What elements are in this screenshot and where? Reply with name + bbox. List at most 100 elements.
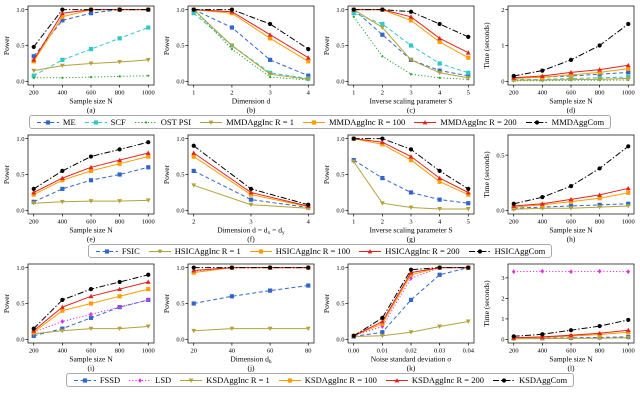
svg-text:80: 80	[305, 348, 312, 355]
svg-text:0.5: 0.5	[16, 301, 24, 308]
svg-text:800: 800	[115, 90, 125, 97]
series-mmdagginc-r-100	[31, 7, 151, 64]
svg-text:0.5: 0.5	[16, 172, 24, 179]
y-axis-label: Time (seconds)	[482, 22, 491, 69]
chart-row-2: 0.0 0.5 1.0 200 400 600 800 1000 Power Sample siz…	[0, 131, 640, 243]
series-ksdaggcom	[511, 317, 631, 339]
axes: 0 1 2 200 400 600 800 1000 Time (seconds) Sample …	[482, 5, 635, 114]
svg-text:200: 200	[509, 90, 519, 97]
series-hsicagginc-r-200	[351, 136, 471, 195]
legend-item-ksdagginc-r-1: KSDAggInc R = 1	[179, 375, 270, 385]
svg-text:200: 200	[29, 348, 39, 355]
series-ksdaggcom	[351, 265, 471, 338]
legend-box-3: FSSD LSD KSDAggInc R = 1 KSDAggInc R = 100 K…	[65, 373, 575, 387]
x-axis-label: Sample size N	[549, 226, 593, 235]
x-axis-label: Sample size N	[69, 355, 113, 364]
axes: 0.0 0.5 200 400 600 800 1000 Time (seconds) Samp…	[482, 134, 635, 244]
series-hsicagginc-r-100	[351, 136, 471, 197]
svg-text:1.0: 1.0	[16, 136, 24, 143]
series-mmdaggcom	[191, 7, 311, 52]
y-axis-label: Power	[162, 293, 171, 313]
svg-text:40: 40	[229, 348, 236, 355]
panel-e-chart: 0.0 0.5 1.0 200 400 600 800 1000 Power Sample siz…	[2, 134, 155, 243]
svg-text:5: 5	[467, 90, 470, 97]
svg-text:1.0: 1.0	[336, 265, 344, 272]
svg-text:600: 600	[86, 348, 96, 355]
series-ksdaggcom	[191, 265, 311, 270]
series-scf	[31, 25, 151, 78]
legend-label: MMDAggInc R = 200	[440, 117, 517, 127]
legend-item-lsd: LSD	[128, 375, 171, 385]
legend-label: HSICAggInc R = 200	[385, 246, 460, 256]
legend-line-sample-icon	[36, 119, 59, 125]
legend-item-me: ME	[36, 117, 76, 127]
legend-label: KSDAggCom	[518, 375, 568, 385]
svg-text:0.5: 0.5	[336, 301, 344, 308]
legend-line-sample-icon	[359, 248, 382, 253]
series-hsicagginc-r-1	[351, 159, 471, 212]
series-ksdagginc-r-1	[191, 326, 311, 334]
legend-label: OST PSI	[160, 117, 192, 127]
legend-label: SCF	[110, 117, 126, 127]
legend-item-mmdagginc-r-1: MMDAggInc R = 1	[199, 117, 294, 127]
legend-line-sample-icon	[492, 377, 515, 383]
svg-text:800: 800	[115, 219, 125, 226]
svg-text:0.5: 0.5	[176, 43, 184, 50]
series-hsicaggcom	[351, 136, 471, 191]
x-axis-label: Dimension d = dx = dy	[217, 226, 285, 237]
panel-caption: (h)	[567, 235, 576, 244]
legend-item-ksdagginc-r-100: KSDAggInc R = 100	[278, 375, 377, 385]
svg-text:600: 600	[566, 348, 576, 355]
svg-text:400: 400	[537, 219, 547, 226]
x-axis-label: Dimension d	[232, 97, 271, 106]
series-ost-psi	[192, 8, 310, 82]
svg-text:600: 600	[86, 90, 96, 97]
panel-a-chart: 0.0 0.5 1.0 200 400 600 800 1000 Power Sample siz…	[2, 5, 155, 114]
legend-box-2: FSIC HSICAggInc R = 1 HSICAggInc R = 100 HS…	[87, 244, 553, 258]
axes: 0.0 0.5 1.0 200 400 600 800 1000 Power Sample siz…	[2, 263, 155, 372]
y-axis-label: Power	[2, 164, 11, 184]
legend-label: MMDAggInc R = 1	[226, 117, 294, 127]
legend-label: HSICAggCom	[494, 246, 546, 256]
panel-caption: (j)	[247, 364, 255, 373]
panel-caption: (b)	[247, 106, 256, 115]
legend-box-1: ME SCF OST PSI MMDAggInc R = 1 MMDAggInc R =…	[28, 115, 612, 129]
panel-l-chart: 0 1 2 3 200 400 600 800 1000 Time (seconds) Sample…	[482, 263, 635, 372]
series-mmdagginc-r-1	[31, 57, 151, 74]
legend-line-sample-icon	[134, 120, 157, 124]
axes: 0.0 0.5 1.0 200 400 600 800 1000 Power Sample siz…	[2, 134, 155, 243]
series-ksdagginc-r-200	[191, 265, 311, 273]
legend-line-sample-icon	[148, 249, 171, 254]
series-hsicaggcom	[191, 143, 311, 207]
legend-item-ost-psi: OST PSI	[134, 117, 191, 127]
axes: 0.0 0.5 1.0 1 2 3 4 5 Power Inverse scaling param…	[322, 134, 475, 243]
svg-text:1000: 1000	[622, 219, 635, 226]
chart-row-1: 0.0 0.5 1.0 200 400 600 800 1000 Power Sample siz…	[0, 2, 640, 114]
series-fssd	[191, 283, 311, 306]
svg-text:3: 3	[409, 90, 412, 97]
svg-text:800: 800	[115, 348, 125, 355]
svg-text:800: 800	[595, 219, 605, 226]
svg-text:1: 1	[192, 90, 195, 97]
series-scf	[191, 11, 311, 81]
svg-text:0.0: 0.0	[336, 337, 344, 344]
legend-label: KSDAggInc R = 200	[411, 375, 484, 385]
panel-h-chart: 0.0 0.5 200 400 600 800 1000 Time (seconds) Samp…	[482, 134, 635, 244]
legend-item-fssd: FSSD	[73, 375, 120, 385]
svg-text:1.0: 1.0	[336, 136, 344, 143]
svg-text:1.0: 1.0	[336, 7, 344, 14]
svg-text:400: 400	[57, 219, 67, 226]
svg-text:800: 800	[595, 348, 605, 355]
x-axis-label: Sample size N	[549, 97, 593, 106]
svg-text:3: 3	[268, 90, 271, 97]
legend-line-sample-icon	[84, 119, 107, 125]
legend-item-mmdagginc-r-200: MMDAggInc R = 200	[413, 117, 517, 127]
legend-line-sample-icon	[385, 377, 408, 382]
y-axis-label: Power	[322, 293, 331, 313]
y-axis-label: Power	[162, 164, 171, 184]
series-ost-psi	[352, 15, 470, 81]
svg-text:0.01: 0.01	[377, 348, 388, 355]
x-axis-label: Inverse scaling parameter S	[369, 97, 452, 106]
x-axis-label: Sample size N	[69, 97, 113, 106]
svg-text:1: 1	[352, 219, 355, 226]
